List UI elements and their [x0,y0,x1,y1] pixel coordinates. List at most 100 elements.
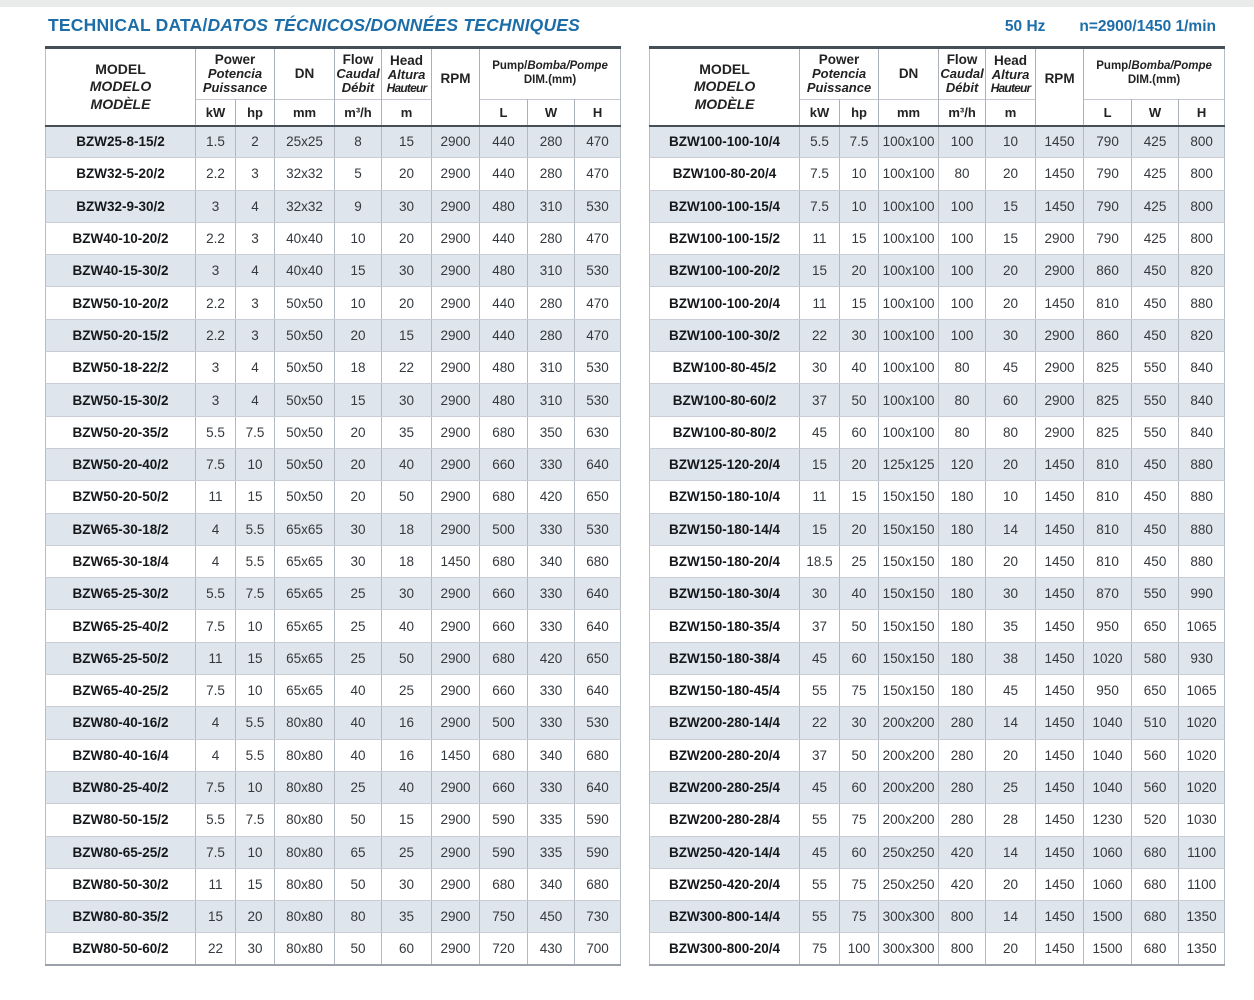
rpm-cell: 2900 [431,770,481,805]
dim-h-cell: 630 [574,415,622,449]
dim-h-cell: 880 [1178,480,1226,514]
table-row: BZW32-5-20/2 2.2 3 32x32 5 20 2900 440 280 470 [45,157,622,191]
column-header-rpm: RPM [431,47,481,126]
dim-h-cell: 840 [1178,351,1226,385]
model-label-fr: MODÈLE [694,95,755,112]
power-hp-cell: 20 [839,254,880,288]
dim-l-cell: 810 [1083,447,1133,482]
page-header: TECHNICAL DATA/DATOS TÉCNICOS/DONNÉES TE… [48,15,1216,36]
dim-h-cell: 640 [574,674,622,708]
rpm-cell: 1450 [1035,867,1085,902]
flow-cell: 50 [334,867,383,902]
dim-l-cell: 1060 [1083,867,1133,902]
dim-w-cell: 430 [527,932,576,966]
dim-h-cell: 590 [574,803,622,837]
dim-l-cell: 950 [1083,609,1133,643]
dim-l-cell: 440 [479,124,529,159]
dim-w-cell: 330 [527,674,576,708]
head-cell: 30 [381,189,433,223]
power-kw-cell: 2.2 [195,318,236,353]
dim-l-cell: 810 [1083,286,1133,320]
flow-cell: 5 [334,157,383,191]
dim-w-cell: 310 [527,383,576,417]
head-cell: 16 [381,706,433,740]
dim-h-cell: 530 [574,706,622,740]
flow-cell: 20 [334,415,383,449]
model-cell: BZW200-280-25/4 [649,770,801,805]
table-row: BZW50-20-40/2 7.5 10 50x50 20 40 2900 660 330 640 [45,447,622,482]
dim-l-cell: 790 [1083,221,1133,256]
head-cell: 25 [985,770,1037,805]
power-kw-cell: 11 [195,867,236,902]
table-row: BZW80-40-16/2 4 5.5 80x80 40 16 2900 500 330 530 [45,706,622,740]
model-cell: BZW80-80-35/2 [45,900,196,934]
dim-w-cell: 330 [527,706,576,740]
dim-w-cell: 550 [1131,351,1180,385]
rpm-cell: 1450 [1035,286,1085,320]
power-hp-cell: 50 [839,738,880,772]
head-cell: 20 [985,867,1037,902]
power-hp-cell: 75 [839,674,880,708]
table-row: BZW80-80-35/2 15 20 80x80 80 35 2900 750 450 730 [45,900,622,934]
dn-cell: 100x100 [878,189,940,223]
dim-h-cell: 590 [574,835,622,869]
rpm-cell: 2900 [431,318,481,353]
table-row: BZW65-40-25/2 7.5 10 65x65 40 25 2900 660 330 640 [45,674,622,708]
dim-l-cell: 590 [479,835,529,869]
model-cell: BZW80-65-25/2 [45,835,196,869]
table-row: BZW65-25-30/2 5.5 7.5 65x65 25 30 2900 660 330 64… [45,577,622,611]
dn-cell: 50x50 [274,383,336,417]
power-hp-cell: 10 [234,447,276,482]
power-hp-cell: 60 [839,641,880,676]
dn-cell: 40x40 [274,221,336,256]
dim-h-cell: 880 [1178,512,1226,546]
rpm-cell: 2900 [431,577,481,611]
page-title: TECHNICAL DATA/DATOS TÉCNICOS/DONNÉES TE… [48,15,580,36]
dim-h-cell: 680 [574,544,622,579]
dim-l-cell: 1060 [1083,835,1133,869]
rpm-cell: 1450 [1035,577,1085,611]
flow-cell: 9 [334,189,383,223]
column-header-rpm: RPM [1035,47,1085,126]
power-kw-cell: 18.5 [799,544,841,579]
head-cell: 50 [381,480,433,514]
flow-cell: 15 [334,383,383,417]
table-row: BZW100-100-10/4 5.5 7.5 100x100 100 10 1450 790… [649,124,1226,159]
table-row: BZW65-30-18/2 4 5.5 65x65 30 18 2900 500 330 530 [45,512,622,546]
unit-mm: mm [274,99,336,126]
table-row: BZW100-100-20/2 15 20 100x100 100 20 2900 860 45… [649,254,1226,288]
flow-cell: 80 [938,157,987,191]
model-cell: BZW80-50-15/2 [45,803,196,837]
flow-cell: 100 [938,189,987,223]
rpm-cell: 2900 [1035,221,1085,256]
dim-w-cell: 310 [527,189,576,223]
dim-w-cell: 680 [1131,835,1180,869]
column-header-head: Head Altura Hauteur [381,47,433,100]
power-hp-cell: 30 [234,932,276,966]
dim-h-cell: 470 [574,221,622,256]
dim-h-cell: 880 [1178,286,1226,320]
head-cell: 60 [381,932,433,966]
dim-w-cell: 450 [1131,447,1180,482]
rpm-cell: 2900 [431,351,481,385]
dim-h-cell: 650 [574,480,622,514]
model-cell: BZW100-100-15/4 [649,189,801,223]
dim-w-cell: 450 [527,900,576,934]
power-hp-cell: 75 [839,867,880,902]
power-hp-cell: 75 [839,803,880,837]
rpm-cell: 2900 [1035,318,1085,353]
dim-h-cell: 470 [574,286,622,320]
head-cell: 50 [381,641,433,676]
power-kw-cell: 30 [799,351,841,385]
power-hp-cell: 15 [839,480,880,514]
power-kw-cell: 22 [799,318,841,353]
model-cell: BZW65-25-30/2 [45,577,196,611]
flow-cell: 25 [334,770,383,805]
rpm-cell: 1450 [1035,803,1085,837]
dim-l-cell: 810 [1083,480,1133,514]
power-kw-cell: 3 [195,351,236,385]
dim-h-cell: 1350 [1178,932,1226,966]
flow-label-en: Flow [946,52,978,68]
dn-cell: 150x150 [878,577,940,611]
column-header-dn: DN [274,47,336,100]
